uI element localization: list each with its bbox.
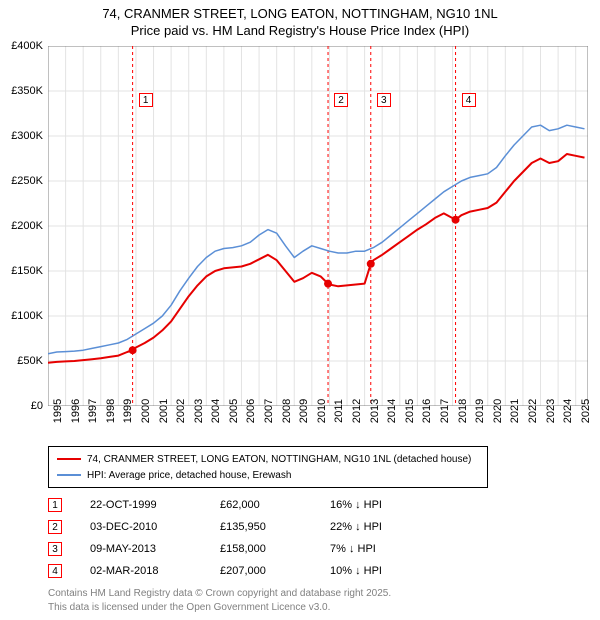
footer: Contains HM Land Registry data © Crown c…: [48, 587, 391, 614]
x-tick-label: 2025: [580, 399, 592, 423]
y-tick-label: £300K: [0, 130, 43, 142]
legend-label-property: 74, CRANMER STREET, LONG EATON, NOTTINGH…: [87, 454, 471, 465]
x-tick-label: 1999: [122, 399, 134, 423]
x-tick-label: 2001: [158, 399, 170, 423]
y-tick-label: £100K: [0, 310, 43, 322]
x-tick-label: 1995: [52, 399, 64, 423]
x-tick-label: 2010: [316, 399, 328, 423]
x-tick-label: 2004: [210, 399, 222, 423]
sales-marker: 3: [48, 542, 62, 556]
x-tick-label: 2017: [439, 399, 451, 423]
title-subtitle: Price paid vs. HM Land Registry's House …: [0, 23, 600, 38]
legend-row-hpi: HPI: Average price, detached house, Erew…: [57, 467, 479, 483]
y-tick-label: £50K: [0, 355, 43, 367]
sales-row: 1 22-OCT-1999£62,00016% ↓ HPI: [48, 494, 440, 516]
sale-marker-box: 4: [462, 93, 476, 107]
x-tick-label: 1996: [70, 399, 82, 423]
sales-table: 1 22-OCT-1999£62,00016% ↓ HPI 2 03-DEC-2010…: [48, 494, 440, 582]
sales-delta: 7% ↓ HPI: [330, 543, 440, 555]
page-container: 74, CRANMER STREET, LONG EATON, NOTTINGH…: [0, 0, 600, 620]
sales-date: 02-MAR-2018: [90, 565, 220, 577]
sales-price: £135,950: [220, 521, 330, 533]
x-tick-label: 2012: [351, 399, 363, 423]
x-tick-label: 2008: [281, 399, 293, 423]
x-tick-label: 1997: [87, 399, 99, 423]
x-tick-label: 2013: [369, 399, 381, 423]
sales-delta: 10% ↓ HPI: [330, 565, 440, 577]
x-tick-label: 2015: [404, 399, 416, 423]
footer-line1: Contains HM Land Registry data © Crown c…: [48, 587, 391, 601]
x-tick-label: 2007: [263, 399, 275, 423]
x-tick-label: 2014: [386, 399, 398, 423]
x-tick-label: 2006: [245, 399, 257, 423]
x-tick-label: 2018: [457, 399, 469, 423]
title-address: 74, CRANMER STREET, LONG EATON, NOTTINGH…: [0, 6, 600, 21]
x-tick-label: 2003: [193, 399, 205, 423]
chart-svg: [48, 46, 588, 406]
x-tick-label: 2002: [175, 399, 187, 423]
sales-delta: 22% ↓ HPI: [330, 521, 440, 533]
sales-delta: 16% ↓ HPI: [330, 499, 440, 511]
x-tick-label: 2021: [509, 399, 521, 423]
title-block: 74, CRANMER STREET, LONG EATON, NOTTINGH…: [0, 0, 600, 38]
sales-price: £158,000: [220, 543, 330, 555]
legend-row-property: 74, CRANMER STREET, LONG EATON, NOTTINGH…: [57, 451, 479, 467]
sale-marker-box: 1: [139, 93, 153, 107]
y-tick-label: £350K: [0, 85, 43, 97]
x-tick-label: 2016: [421, 399, 433, 423]
x-tick-label: 2005: [228, 399, 240, 423]
sales-price: £62,000: [220, 499, 330, 511]
y-tick-label: £150K: [0, 265, 43, 277]
sales-marker: 1: [48, 498, 62, 512]
sales-date: 22-OCT-1999: [90, 499, 220, 511]
y-tick-label: £250K: [0, 175, 43, 187]
x-tick-label: 1998: [105, 399, 117, 423]
y-tick-label: £200K: [0, 220, 43, 232]
x-tick-label: 2009: [298, 399, 310, 423]
x-tick-label: 2023: [545, 399, 557, 423]
x-tick-label: 2022: [527, 399, 539, 423]
sale-marker-box: 3: [377, 93, 391, 107]
x-tick-label: 2019: [474, 399, 486, 423]
chart-area: £0£50K£100K£150K£200K£250K£300K£350K£400…: [48, 46, 588, 406]
x-tick-label: 2024: [562, 399, 574, 423]
x-tick-label: 2011: [333, 399, 345, 423]
sales-price: £207,000: [220, 565, 330, 577]
sales-row: 3 09-MAY-2013£158,0007% ↓ HPI: [48, 538, 440, 560]
x-tick-label: 2020: [492, 399, 504, 423]
y-tick-label: £400K: [0, 40, 43, 52]
legend-swatch-property: [57, 458, 81, 460]
footer-line2: This data is licensed under the Open Gov…: [48, 601, 391, 615]
legend: 74, CRANMER STREET, LONG EATON, NOTTINGH…: [48, 446, 488, 488]
legend-swatch-hpi: [57, 474, 81, 476]
y-tick-label: £0: [0, 400, 43, 412]
sales-row: 4 02-MAR-2018£207,00010% ↓ HPI: [48, 560, 440, 582]
legend-label-hpi: HPI: Average price, detached house, Erew…: [87, 470, 291, 481]
sales-date: 09-MAY-2013: [90, 543, 220, 555]
sales-row: 2 03-DEC-2010£135,95022% ↓ HPI: [48, 516, 440, 538]
x-tick-label: 2000: [140, 399, 152, 423]
sales-date: 03-DEC-2010: [90, 521, 220, 533]
sales-marker: 2: [48, 520, 62, 534]
sales-marker: 4: [48, 564, 62, 578]
sale-marker-box: 2: [334, 93, 348, 107]
